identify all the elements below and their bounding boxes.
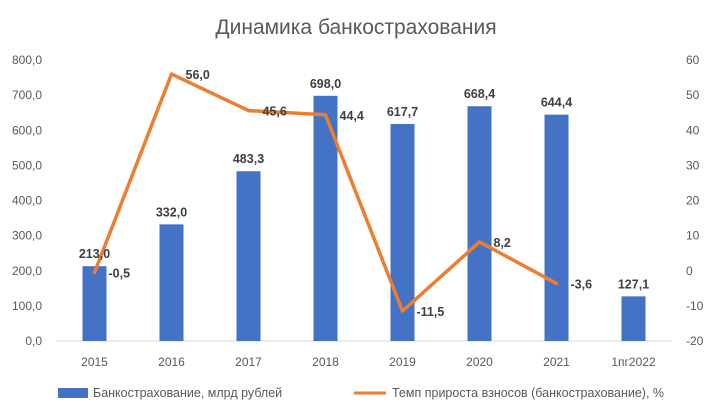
bar-data-label: 698,0 bbox=[310, 77, 341, 91]
left-axis-tick-label: 700,0 bbox=[12, 88, 42, 102]
right-axis-tick-label: 10 bbox=[686, 229, 700, 243]
right-axis-tick-label: 20 bbox=[686, 194, 700, 208]
line-data-label: -11,5 bbox=[417, 305, 445, 319]
line-data-label: 45,6 bbox=[263, 105, 287, 119]
bar-data-label: 127,1 bbox=[618, 277, 649, 291]
legend-label-bar: Банкострахование, млрд рублей bbox=[93, 386, 282, 400]
bar-data-label: 617,7 bbox=[387, 105, 418, 119]
line-data-label: 56,0 bbox=[186, 68, 210, 82]
chart-title: Динамика банкострахования bbox=[215, 16, 496, 39]
left-axis-tick-label: 200,0 bbox=[12, 264, 42, 278]
legend-label-line: Темп прироста взносов (банкострахование)… bbox=[392, 386, 664, 400]
x-axis-tick-label: 2018 bbox=[312, 355, 339, 369]
left-axis-tick-label: 400,0 bbox=[12, 194, 42, 208]
x-axis-tick-label: 1пг2022 bbox=[611, 355, 656, 369]
left-axis-tick-label: 300,0 bbox=[12, 229, 42, 243]
x-axis-tick-label: 2019 bbox=[389, 355, 416, 369]
right-axis-tick-label: -10 bbox=[686, 299, 704, 313]
right-axis-tick-label: 30 bbox=[686, 158, 700, 172]
line-data-label: -3,6 bbox=[571, 277, 593, 291]
x-axis-tick-label: 2021 bbox=[543, 355, 570, 369]
left-axis-tick-label: 800,0 bbox=[12, 53, 42, 67]
bar-data-label: 668,4 bbox=[464, 87, 495, 101]
bar-data-label: 644,4 bbox=[541, 96, 572, 110]
bar bbox=[621, 296, 646, 341]
bar-data-label: 483,3 bbox=[233, 152, 264, 166]
left-axis-tick-label: 500,0 bbox=[12, 158, 42, 172]
line-data-labels: -0,5 56,0 45,6 44,4 -11,5 8,2 -3,6 bbox=[109, 68, 593, 319]
bar bbox=[159, 224, 184, 341]
bar-data-label: 332,0 bbox=[156, 205, 187, 219]
right-axis-tick-label: 50 bbox=[686, 88, 700, 102]
left-axis-tick-label: 0,0 bbox=[25, 334, 42, 348]
bar bbox=[82, 266, 107, 341]
bar-data-label: 213,0 bbox=[79, 247, 110, 261]
left-axis-tick-label: 600,0 bbox=[12, 123, 42, 137]
line-data-label: 8,2 bbox=[494, 236, 511, 250]
right-axis: -20 -10 0 10 20 30 40 50 60 bbox=[686, 53, 704, 348]
x-axis-tick-label: 2020 bbox=[466, 355, 493, 369]
legend: Банкострахование, млрд рублей Темп приро… bbox=[58, 386, 664, 400]
left-axis: 0,0 100,0 200,0 300,0 400,0 500,0 600,0 700,0 80… bbox=[12, 53, 42, 348]
line-data-label: 44,4 bbox=[340, 109, 364, 123]
legend-swatch-bar bbox=[58, 388, 88, 398]
x-axis-tick-label: 2015 bbox=[81, 355, 108, 369]
line-data-label: -0,5 bbox=[109, 267, 131, 281]
bar bbox=[236, 171, 261, 341]
right-axis-tick-label: -20 bbox=[686, 334, 704, 348]
right-axis-tick-label: 60 bbox=[686, 53, 700, 67]
bar-data-labels: 213,0 332,0 483,3 698,0 617,7 668,4 644,4 127,1 bbox=[79, 77, 649, 292]
right-axis-tick-label: 40 bbox=[686, 123, 700, 137]
x-axis-tick-label: 2016 bbox=[158, 355, 185, 369]
left-axis-tick-label: 100,0 bbox=[12, 299, 42, 313]
bar bbox=[544, 114, 569, 341]
right-axis-tick-label: 0 bbox=[686, 264, 693, 278]
series-line bbox=[92, 72, 559, 313]
bar-series bbox=[82, 95, 646, 342]
line-series bbox=[92, 72, 559, 313]
bar bbox=[467, 106, 492, 341]
x-axis-tick-label: 2017 bbox=[235, 355, 262, 369]
x-axis: 2015 2016 2017 2018 2019 2020 2021 1пг2022 bbox=[56, 340, 672, 369]
